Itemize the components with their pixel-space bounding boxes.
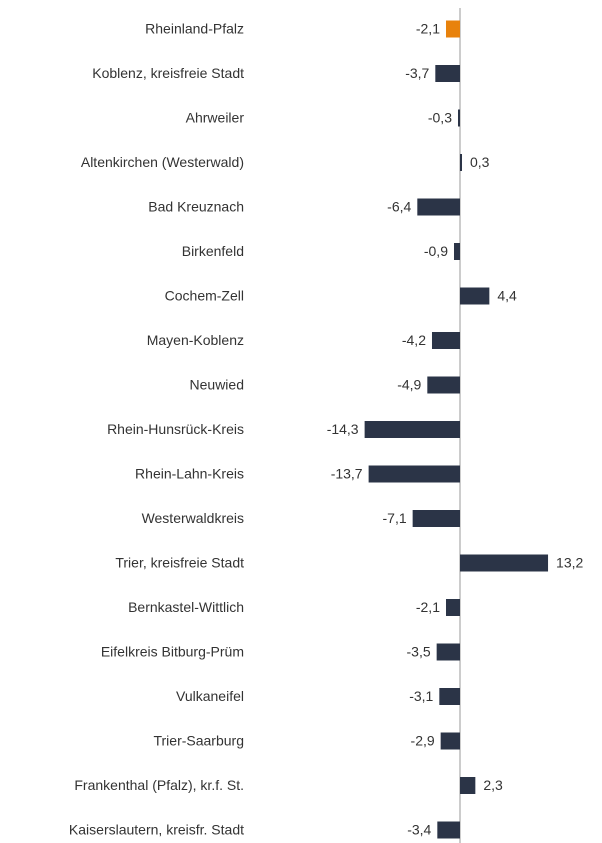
bar <box>460 287 490 305</box>
bar <box>435 65 460 82</box>
value-label: 4,4 <box>497 288 517 304</box>
bar <box>364 421 460 438</box>
bar <box>440 732 460 750</box>
value-label: -3,4 <box>407 822 431 838</box>
category-label: Rhein-Hunsrück-Kreis <box>107 421 244 437</box>
category-label: Trier-Saarburg <box>153 733 244 749</box>
category-label: Rheinland-Pfalz <box>145 21 244 37</box>
category-label: Vulkaneifel <box>176 688 244 704</box>
bar <box>417 198 460 216</box>
value-label: -3,5 <box>407 644 431 660</box>
category-label: Rhein-Lahn-Kreis <box>135 466 244 482</box>
value-label: -3,1 <box>409 688 433 704</box>
category-label: Eifelkreis Bitburg-Prüm <box>101 644 244 660</box>
value-label: -0,3 <box>428 110 452 126</box>
value-label: -6,4 <box>387 199 411 215</box>
bar <box>445 599 460 616</box>
bar <box>445 20 460 38</box>
category-label: Birkenfeld <box>182 243 244 259</box>
category-label: Cochem-Zell <box>165 288 244 304</box>
value-label: -4,9 <box>397 377 421 393</box>
value-label: -13,7 <box>331 466 363 482</box>
category-label: Trier, kreisfreie Stadt <box>115 555 244 571</box>
bar <box>368 465 460 483</box>
value-label: -7,1 <box>383 510 407 526</box>
bar <box>457 109 460 127</box>
bar <box>427 376 460 394</box>
value-label: -2,9 <box>411 733 435 749</box>
category-label: Neuwied <box>190 377 244 393</box>
bar <box>460 554 549 572</box>
value-label: -14,3 <box>327 421 359 437</box>
category-label: Westerwaldkreis <box>142 510 244 526</box>
value-label: -4,2 <box>402 332 426 348</box>
category-label: Bernkastel-Wittlich <box>128 599 244 615</box>
category-label: Mayen-Koblenz <box>147 332 244 348</box>
value-label: 0,3 <box>470 154 490 170</box>
bar <box>460 777 476 794</box>
category-label: Frankenthal (Pfalz), kr.f. St. <box>74 777 244 793</box>
category-label: Bad Kreuznach <box>148 199 244 215</box>
value-label: 13,2 <box>556 555 583 571</box>
bar <box>460 154 463 171</box>
bar <box>437 821 460 839</box>
value-label: -2,1 <box>416 599 440 615</box>
category-label: Kaiserslautern, kreisfr. Stadt <box>69 822 244 838</box>
bar <box>453 243 460 260</box>
value-label: -2,1 <box>416 21 440 37</box>
category-label: Altenkirchen (Westerwald) <box>81 154 244 170</box>
bar <box>439 688 460 705</box>
value-label: -3,7 <box>405 65 429 81</box>
bar <box>412 510 460 527</box>
bar <box>436 643 460 661</box>
value-label: 2,3 <box>483 777 503 793</box>
value-label: -0,9 <box>424 243 448 259</box>
category-label: Koblenz, kreisfreie Stadt <box>92 65 244 81</box>
category-label: Ahrweiler <box>186 110 245 126</box>
bar <box>431 332 460 349</box>
